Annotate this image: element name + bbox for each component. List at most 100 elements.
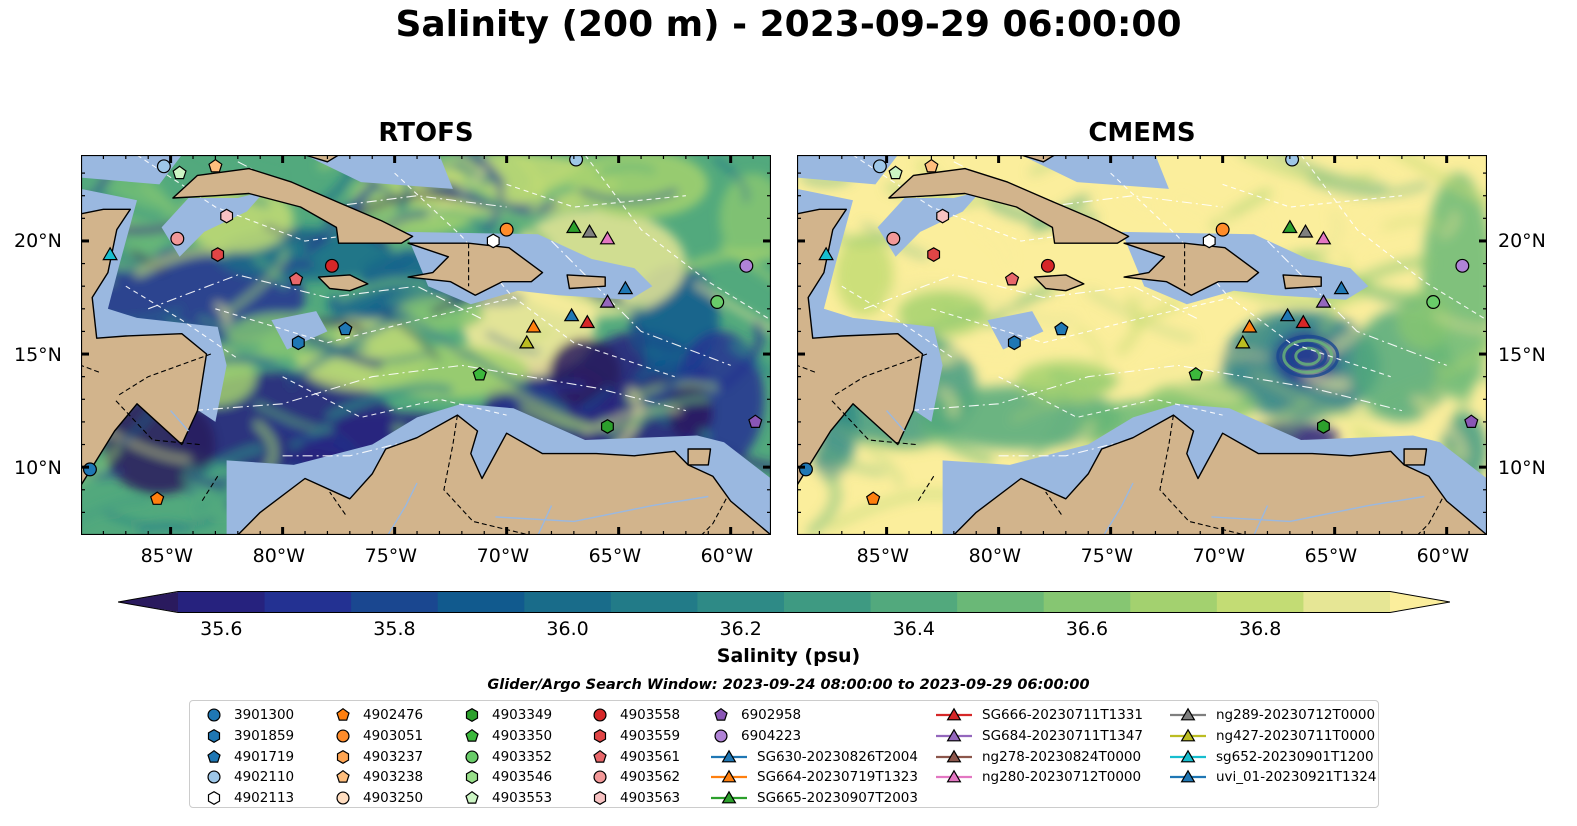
platform-marker-legend (465, 750, 479, 764)
depth-contour (841, 285, 955, 360)
cmems-panel-title: CMEMS (1088, 118, 1196, 148)
map-frame (797, 155, 1487, 535)
legend-entry: 4902476 (331, 705, 423, 726)
legend-column: ng289-20230712T0000 ng427-20230711T0000 sg… (1168, 705, 1376, 788)
lon-tick-label: 65°W (588, 545, 642, 567)
platform-marker-4903561 (288, 271, 304, 286)
land-southamerica (953, 414, 1487, 535)
legend-label: SG666-20230711T1331 (982, 707, 1143, 724)
depth-contour (394, 172, 675, 378)
depth-contour (931, 296, 1232, 344)
eddy-streak (485, 331, 541, 354)
depth-contour (125, 285, 239, 360)
colorbar-segment (870, 592, 958, 612)
eez-boundary (237, 161, 507, 208)
salinity-region (835, 234, 894, 316)
lat-tick-label: 20°N (14, 230, 62, 252)
land-puertorico (566, 274, 606, 290)
river (1211, 495, 1425, 523)
platform-marker-4903238 (924, 158, 939, 173)
eddy-streak (719, 320, 765, 391)
eddy-streak (476, 155, 504, 231)
eddy-streak (1440, 211, 1458, 238)
platform-marker-4902476 (149, 491, 165, 505)
eddy-streak (1210, 188, 1272, 229)
lon-tick-label: 80°W (968, 545, 1022, 567)
legend-label: SG684-20230711T1347 (982, 728, 1143, 745)
depth-contour (584, 155, 771, 321)
platform-marker-legend (465, 791, 479, 804)
triangle-marker-icon (936, 749, 972, 763)
colorbar-extend-high (1390, 592, 1450, 612)
lon-tick-label: 70°W (476, 545, 530, 567)
platform-marker-legend (336, 708, 350, 722)
legend-column: 4903558 4903559 4903561 4903562 4903563 (588, 705, 680, 808)
platform-marker-SG664-20230719T1323 (1241, 319, 1258, 333)
legend-label: 4903051 (363, 728, 424, 745)
platform-marker-4903559 (927, 247, 941, 262)
eddy-streak (1086, 289, 1194, 340)
legend-entry: ng427-20230711T0000 (1168, 726, 1376, 747)
triangle-marker-icon (711, 790, 747, 804)
platform-marker-4903349 (1316, 419, 1330, 434)
eddy-streak (1120, 189, 1154, 213)
platform-marker-legend (1180, 770, 1196, 783)
map-frame (81, 155, 771, 535)
eddy-streak (1276, 155, 1387, 190)
platform-marker-SG684-20230711T1347 (1315, 294, 1332, 308)
legend-label: ng427-20230711T0000 (1216, 728, 1376, 745)
platform-marker-legend (714, 708, 728, 722)
colorbar-tick-label: 35.8 (373, 618, 416, 640)
platform-marker-ng280-20230712T0000 (599, 230, 616, 245)
eddy-streak (681, 248, 771, 273)
eddy-streak (940, 296, 953, 327)
legend-entry: 4903051 (331, 726, 423, 747)
platform-marker-4903349 (600, 419, 614, 434)
circle-marker-icon (714, 729, 728, 743)
legend-entry: 6902958 (709, 705, 918, 726)
land-mainland (797, 208, 924, 535)
legend-entry: 4903553 (460, 788, 552, 809)
legend-label: 6904223 (741, 728, 802, 745)
lon-tick-label: 75°W (1080, 545, 1134, 567)
legend-entry: 4903563 (588, 788, 680, 809)
platform-marker-SG666-20230711T1331 (1295, 314, 1312, 329)
platform-marker-4903051 (1215, 222, 1230, 237)
legend-entry: 4903559 (588, 726, 680, 747)
platform-marker-4903553 (172, 165, 187, 180)
platform-marker-4903352 (710, 295, 725, 309)
legend-label: ng280-20230712T0000 (982, 769, 1142, 786)
country-border (114, 398, 200, 446)
eddy-streak (1122, 352, 1267, 390)
eddy-streak (187, 472, 230, 490)
legend-label: SG630-20230826T2004 (757, 748, 918, 765)
lat-tick-label: 15°N (14, 344, 62, 366)
land-jamaica (1033, 274, 1085, 292)
colorbar-extend-low (118, 592, 178, 612)
triangle-marker-icon (1170, 770, 1206, 783)
country-border (443, 415, 530, 535)
country-border (834, 353, 928, 396)
pentagon-marker-icon (593, 749, 607, 763)
platform-marker-SG665-20230907T2003 (565, 219, 582, 234)
depth-contour (1222, 183, 1402, 208)
colorbar-segment (957, 592, 1045, 612)
shelf-area (305, 155, 453, 189)
platform-marker-uvi_01-20230921T1324 (617, 280, 634, 295)
platform-marker-4902110 (569, 155, 584, 167)
triangle-marker-icon (936, 728, 972, 742)
colorbar-segment (1043, 592, 1131, 612)
legend: 3901300 3901859 4901719 4902110 4902113 49024… (189, 700, 1379, 808)
eddy-ring (1288, 342, 1328, 370)
platform-marker-4902476 (865, 491, 881, 505)
eddy-streak (881, 281, 970, 297)
eddy-streak (730, 341, 771, 379)
platform-marker-4903563 (936, 208, 950, 224)
triangle-marker-icon (1170, 728, 1206, 742)
platform-marker-4901719 (338, 321, 353, 336)
hexagon-marker-icon (207, 791, 221, 806)
river (387, 482, 418, 535)
platform-marker-6902958 (748, 414, 763, 428)
platform-marker-legend (207, 791, 221, 806)
colorbar-svg (117, 591, 1451, 613)
